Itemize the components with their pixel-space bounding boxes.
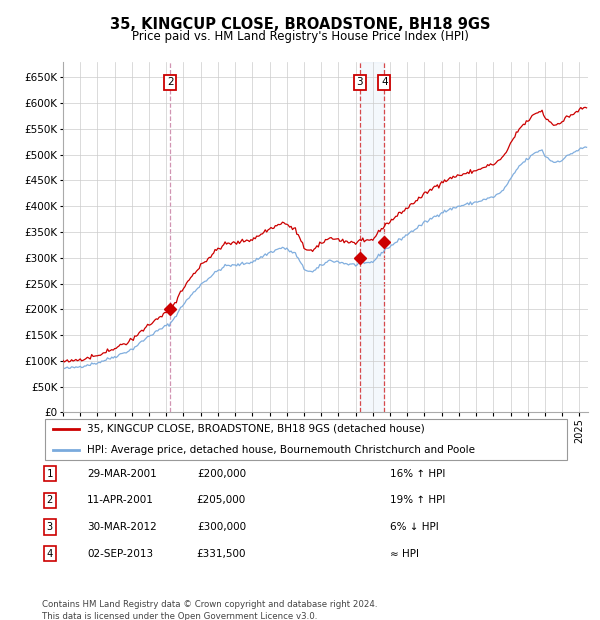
Text: 35, KINGCUP CLOSE, BROADSTONE, BH18 9GS (detached house): 35, KINGCUP CLOSE, BROADSTONE, BH18 9GS … [87, 424, 425, 434]
Text: HPI: Average price, detached house, Bournemouth Christchurch and Poole: HPI: Average price, detached house, Bour… [87, 445, 475, 455]
Text: 35, KINGCUP CLOSE, BROADSTONE, BH18 9GS: 35, KINGCUP CLOSE, BROADSTONE, BH18 9GS [110, 17, 490, 32]
Text: 3: 3 [47, 522, 53, 532]
Text: 1: 1 [47, 469, 53, 479]
Bar [360, 62, 385, 412]
Text: 4: 4 [381, 78, 388, 87]
Text: ≈ HPI: ≈ HPI [390, 549, 419, 559]
Text: Price paid vs. HM Land Registry's House Price Index (HPI): Price paid vs. HM Land Registry's House … [131, 30, 469, 43]
Text: Contains HM Land Registry data © Crown copyright and database right 2024.
This d: Contains HM Land Registry data © Crown c… [42, 600, 377, 620]
Text: 6% ↓ HPI: 6% ↓ HPI [390, 522, 439, 532]
Text: 11-APR-2001: 11-APR-2001 [87, 495, 154, 505]
Text: £200,000: £200,000 [197, 469, 246, 479]
Text: 29-MAR-2001: 29-MAR-2001 [87, 469, 157, 479]
Text: 3: 3 [356, 78, 363, 87]
Text: £331,500: £331,500 [196, 549, 246, 559]
Text: 4: 4 [47, 549, 53, 559]
Text: 2: 2 [167, 78, 174, 87]
Text: £205,000: £205,000 [197, 495, 246, 505]
FancyBboxPatch shape [44, 419, 567, 460]
Text: 16% ↑ HPI: 16% ↑ HPI [390, 469, 445, 479]
Text: 19% ↑ HPI: 19% ↑ HPI [390, 495, 445, 505]
Text: 02-SEP-2013: 02-SEP-2013 [87, 549, 153, 559]
Text: 2: 2 [47, 495, 53, 505]
Text: £300,000: £300,000 [197, 522, 246, 532]
Text: 30-MAR-2012: 30-MAR-2012 [87, 522, 157, 532]
